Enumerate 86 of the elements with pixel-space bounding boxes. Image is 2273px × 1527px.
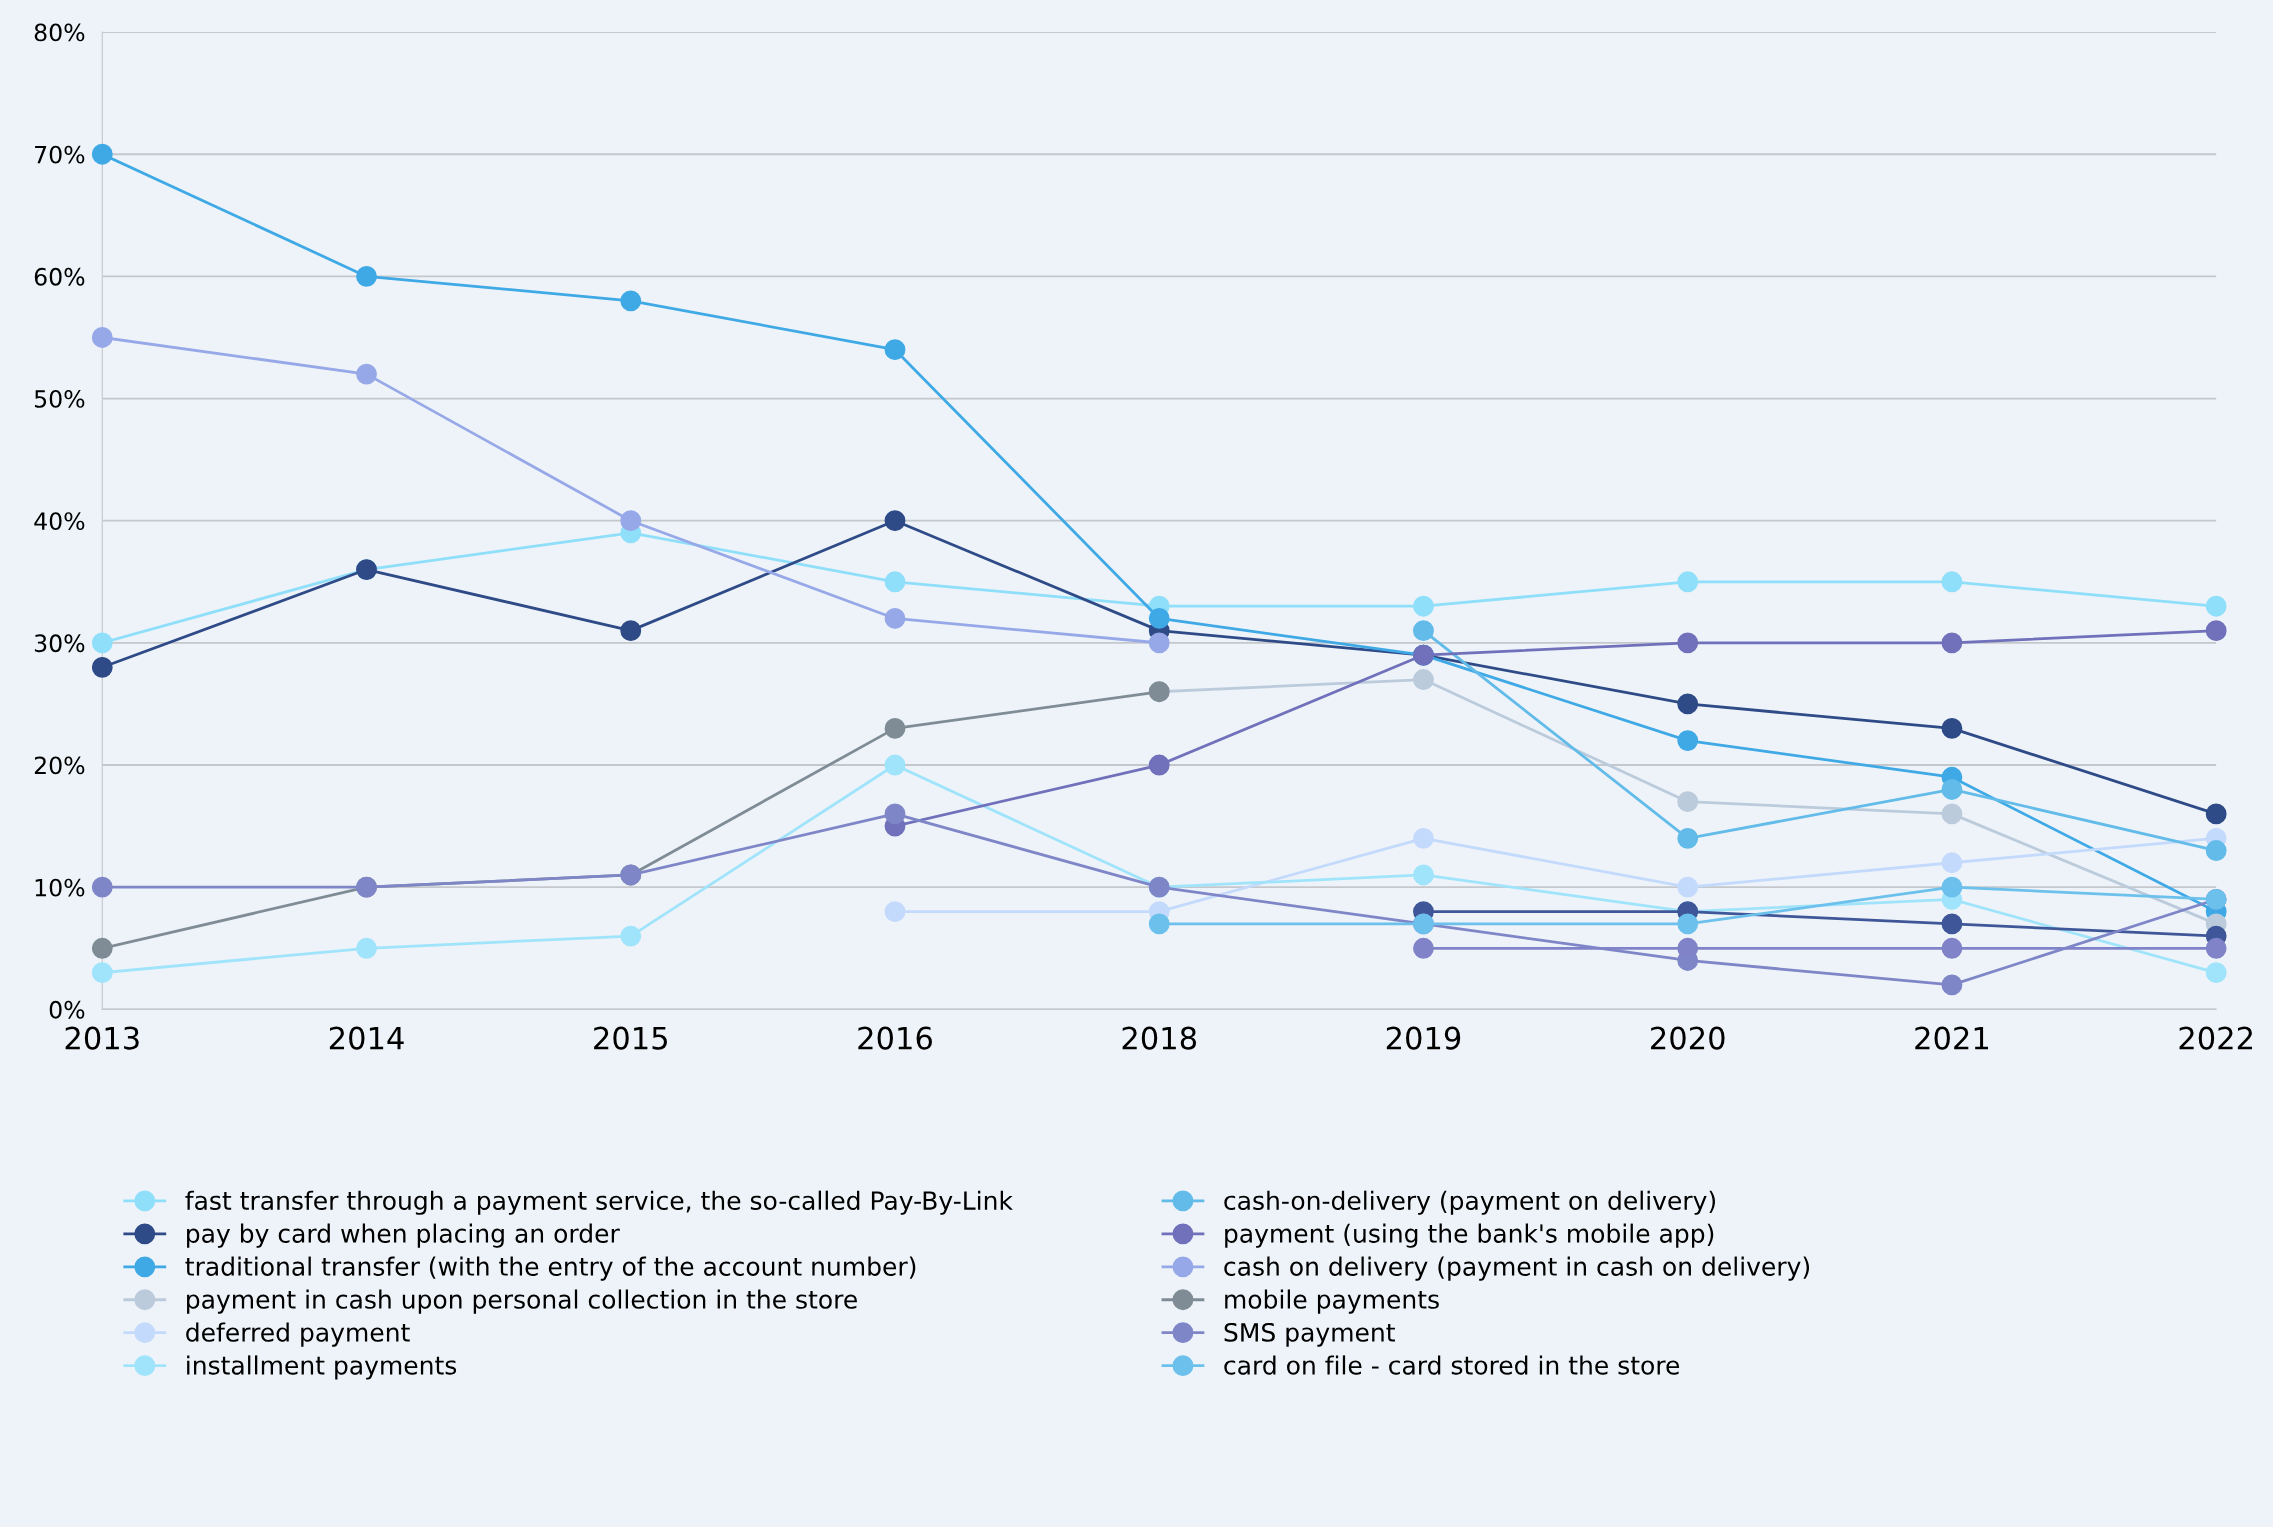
point [884,754,906,776]
point [620,925,642,947]
point [1677,693,1699,715]
point [1413,620,1434,642]
point [1941,571,1963,593]
y-tick-label: 80% [34,23,85,42]
point [91,143,113,165]
point [2205,962,2227,984]
point [356,363,377,385]
x-tick-label: 2021 [1915,1026,1988,1050]
point [884,571,906,593]
point [1413,937,1434,959]
point [1413,669,1434,690]
legend-label: payment (using the bank's mobile app) [1225,1223,1714,1248]
point [1677,571,1699,593]
x-tick-label: 2014 [329,1026,404,1050]
point [884,510,906,532]
point [884,901,906,923]
point [91,632,113,654]
point [91,937,113,959]
y-tick-label: 30% [34,634,85,653]
point [91,656,113,678]
legend-label: installment payments [187,1355,457,1380]
point [1148,913,1170,935]
legend-label: SMS payment [1224,1322,1395,1347]
point [1677,913,1699,935]
legend-label: traditional transfer (with the entry of the account number) [185,1256,916,1281]
point [1941,779,1963,800]
point [2205,840,2227,861]
legend-label: mobile payments [1225,1289,1439,1314]
y-tick-label: 70% [35,145,85,164]
point [1148,754,1170,776]
point [620,290,642,312]
point [1941,632,1963,654]
point [1413,827,1434,849]
point [884,803,906,825]
point [91,962,113,984]
legend-label: cash on delivery (payment in cash on delivery) [1224,1256,1810,1281]
point [1413,864,1434,886]
y-tick-label: 0% [49,1000,85,1019]
point [884,339,906,361]
y-tick-label: 50% [34,389,85,408]
y-tick-label: 60% [34,267,85,286]
legend-label: fast transfer through a payment service, the so-called Pay-By-Link [185,1190,1013,1215]
point [1941,913,1963,935]
y-tick-label: 10% [35,878,85,897]
point [2205,937,2227,959]
point [884,717,906,739]
x-tick-label: 2020 [1651,1026,1725,1050]
point [884,608,906,629]
point [620,620,642,642]
x-tick-label: 2018 [1122,1026,1197,1050]
x-tick-label: 2019 [1386,1026,1461,1050]
point [1413,595,1434,617]
point [1677,827,1699,849]
point [1677,730,1699,752]
y-tick-label: 20% [34,756,85,775]
point [2205,803,2227,825]
point [2205,620,2227,642]
x-tick-label: 2013 [65,1026,139,1050]
legend-label: cash-on-delivery (payment on delivery) [1224,1190,1716,1215]
point [91,876,113,898]
point [1941,974,1963,996]
legend-label: payment in cash upon personal collection in the store [187,1289,857,1314]
point [1941,876,1963,898]
point [1148,632,1170,654]
point [1941,803,1963,825]
point [356,937,377,959]
point [1677,791,1699,813]
legend-label: deferred payment [186,1322,410,1347]
x-tick-label: 2016 [858,1026,932,1050]
point [1677,876,1699,898]
point [91,327,113,348]
point [1148,608,1170,629]
x-tick-label: 2015 [594,1026,667,1050]
point [1941,717,1963,739]
point [1941,852,1963,874]
legend-label: card on file - card stored in the store [1224,1355,1680,1375]
point [1941,937,1963,959]
legend-label: pay by card when placing an order [187,1223,620,1248]
y-tick-label: 40% [34,512,85,531]
point [356,265,377,287]
x-tick-label: 2022 [2179,1026,2252,1050]
point [1677,632,1699,654]
point [2205,595,2227,617]
point [620,510,642,532]
